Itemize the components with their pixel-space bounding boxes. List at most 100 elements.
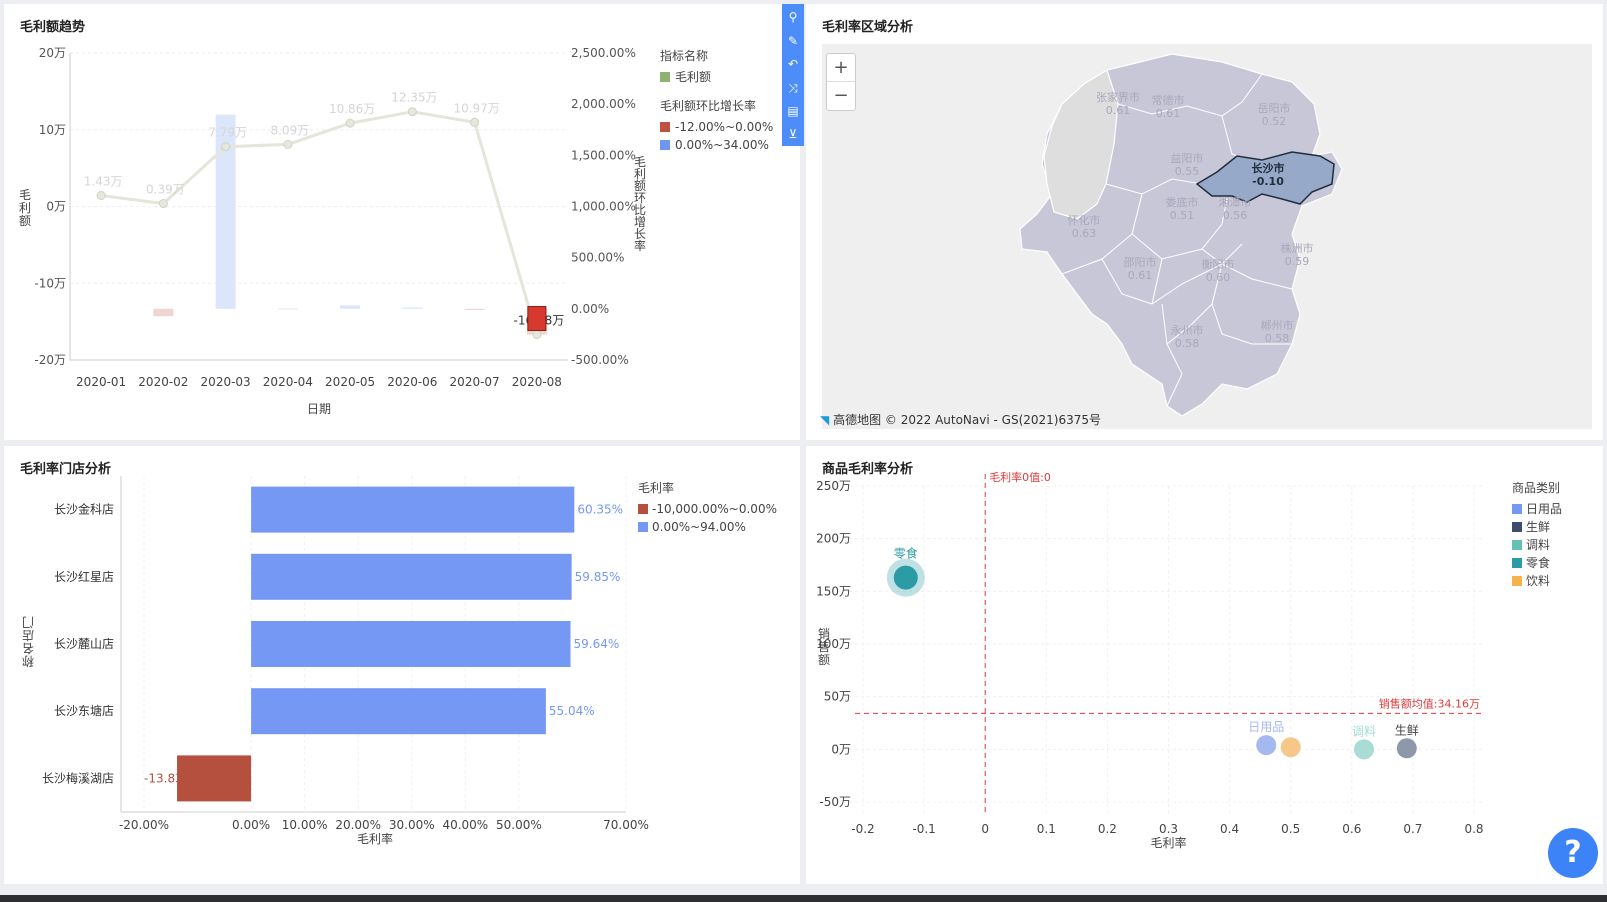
map-brand: 高德地图 (833, 413, 882, 427)
store-margin-chart[interactable]: -20.00% 0.00% 10.00% 20.00% 30.00% 40.00% 50.0… (4, 446, 800, 884)
avg-sales-label: 销售额均值:34.16万 (1379, 696, 1480, 710)
help-button[interactable]: ? (1548, 828, 1598, 878)
gp-point (283, 139, 293, 149)
gp-point (96, 191, 106, 201)
store-name-label: 长沙麓山店 (54, 637, 114, 651)
x-axis-title: 毛利率 (357, 831, 393, 846)
city-value-label: 0.63 (1072, 227, 1097, 240)
x-tick-label: 30.00% (389, 818, 435, 832)
city-name-label: 永州市 (1171, 323, 1204, 337)
growth-bar (153, 308, 174, 317)
legend-label: 饮料 (1526, 574, 1550, 588)
y-tick-label: 100万 (816, 637, 851, 651)
city-name-label: 邵阳市 (1124, 255, 1157, 269)
legend-swatch (1512, 504, 1522, 514)
gp-trend-chart[interactable]: 20万 10万 0万 -10万 -20万 2,500.00% 2,000.00% 1,500.… (4, 4, 800, 440)
city-name-label: 娄底市 (1166, 195, 1199, 209)
store-name-label: 长沙东塘店 (54, 703, 114, 718)
city-value-label: 0.60 (1206, 271, 1231, 284)
store-bar (251, 553, 572, 600)
map-changsha-highlight[interactable] (1195, 151, 1335, 205)
city-value-label: 0.58 (1265, 332, 1290, 345)
city-name-label: 郴州市 (1261, 318, 1294, 332)
x-tick-label: 0.2 (1098, 822, 1117, 836)
zoom-out-button[interactable]: − (827, 81, 855, 109)
gp-data-label: 12.35万 (391, 91, 437, 105)
right-tick-label: -500.00% (571, 353, 629, 367)
collapse-icon[interactable]: ⊻ (788, 127, 798, 141)
y-tick-label: 200万 (816, 532, 851, 546)
edit-icon[interactable]: ✎ (787, 34, 799, 48)
city-name-label: 岳阳市 (1258, 101, 1291, 115)
x-tick-label: 2020-04 (263, 375, 313, 389)
comment-icon[interactable]: ▤ (787, 104, 799, 118)
x-tick-label: 70.00% (603, 818, 649, 832)
city-value-label: 0.61 (1106, 104, 1131, 117)
x-tick-label: 0.00% (232, 818, 270, 832)
x-tick-label: 0.1 (1037, 822, 1056, 836)
gp-point (407, 107, 417, 117)
y-tick-label: 50万 (824, 690, 851, 704)
legend-swatch (660, 140, 670, 150)
product-margin-chart[interactable]: 250万 200万 150万 100万 50万 0万 -50万-0.2 -0.1 0 0.1 0.2… (806, 446, 1603, 884)
y2-axis-title-char: 额 (634, 179, 646, 193)
city-value-label: 0.55 (1175, 165, 1200, 178)
y-axis-title-char: 门 (22, 615, 34, 630)
city-name-label: 张家界市 (1096, 90, 1140, 104)
x-tick-label: 0.3 (1159, 822, 1178, 836)
gp-point (221, 142, 231, 152)
growth-bar (464, 308, 485, 310)
y2-axis-title-char: 率 (634, 238, 646, 253)
legend-title: 毛利额环比增长率 (660, 98, 756, 113)
panel-title: 毛利率区域分析 (822, 20, 914, 35)
bar-data-label: 59.85% (575, 570, 621, 584)
y-tick-label: 0万 (831, 742, 851, 756)
gp-point (345, 118, 355, 128)
store-name-label: 长沙红星店 (54, 569, 114, 584)
growth-bar (277, 308, 298, 310)
gp-data-label: 0.39万 (146, 183, 185, 197)
gp-data-label: 10.97万 (453, 101, 499, 115)
city-name-label: 株洲市 (1281, 241, 1314, 255)
shuffle-icon[interactable]: ⤨ (788, 81, 798, 95)
bar-data-label: 55.04% (549, 704, 595, 718)
legend-swatch (660, 122, 670, 132)
legend-label: 生鲜 (1526, 520, 1550, 534)
y-tick-label: -50万 (819, 795, 851, 809)
y-tick-label: 250万 (816, 479, 851, 493)
city-name-label: 长沙市 (1252, 161, 1285, 175)
legend-label: 零食 (1526, 555, 1550, 570)
y-axis-title-char: 额 (19, 214, 31, 228)
city-value-label: 0.61 (1156, 107, 1181, 120)
legend-label: 毛利额 (675, 70, 711, 84)
x-tick-label: 2020-07 (450, 375, 500, 389)
left-tick-label: 0万 (46, 200, 66, 214)
y-axis-title-char: 毛 (19, 188, 31, 202)
map-attribution: ◥ 高德地图 © 2022 AutoNavi - GS(2021)6375号 (820, 411, 1101, 428)
x-tick-label: -20.00% (119, 818, 169, 832)
city-name-label: 怀化市 (1068, 213, 1101, 227)
zoom-in-button[interactable]: + (833, 57, 849, 78)
city-name-label: 衡阳市 (1202, 257, 1235, 271)
city-value-label: 0.52 (1262, 115, 1287, 128)
bar-data-label: 59.64% (574, 637, 620, 651)
x-axis-title: 日期 (307, 402, 331, 416)
store-bar (251, 486, 575, 533)
legend-label: 0.00%~34.00% (675, 138, 769, 152)
undo-icon[interactable]: ↶ (787, 57, 799, 71)
link-off-icon[interactable]: ⚲ (788, 10, 798, 24)
gp-point (532, 330, 542, 340)
x-tick-label: 2020-06 (387, 375, 437, 389)
y-tick-label: 150万 (816, 584, 851, 598)
x-tick-label: -0.2 (851, 822, 874, 836)
legend-swatch (638, 504, 648, 514)
legend-title: 毛利率 (638, 480, 674, 495)
chart-toolbar: ⚲ ✎ ↶ ⤨ ▤ ⊻ (782, 4, 804, 146)
x-tick-label: 2020-03 (201, 375, 251, 389)
growth-bar (402, 307, 423, 309)
city-name-label: 湘潭市 (1219, 195, 1252, 209)
scatter-point (1280, 737, 1301, 758)
legend-label: -12.00%~0.00% (675, 120, 773, 134)
